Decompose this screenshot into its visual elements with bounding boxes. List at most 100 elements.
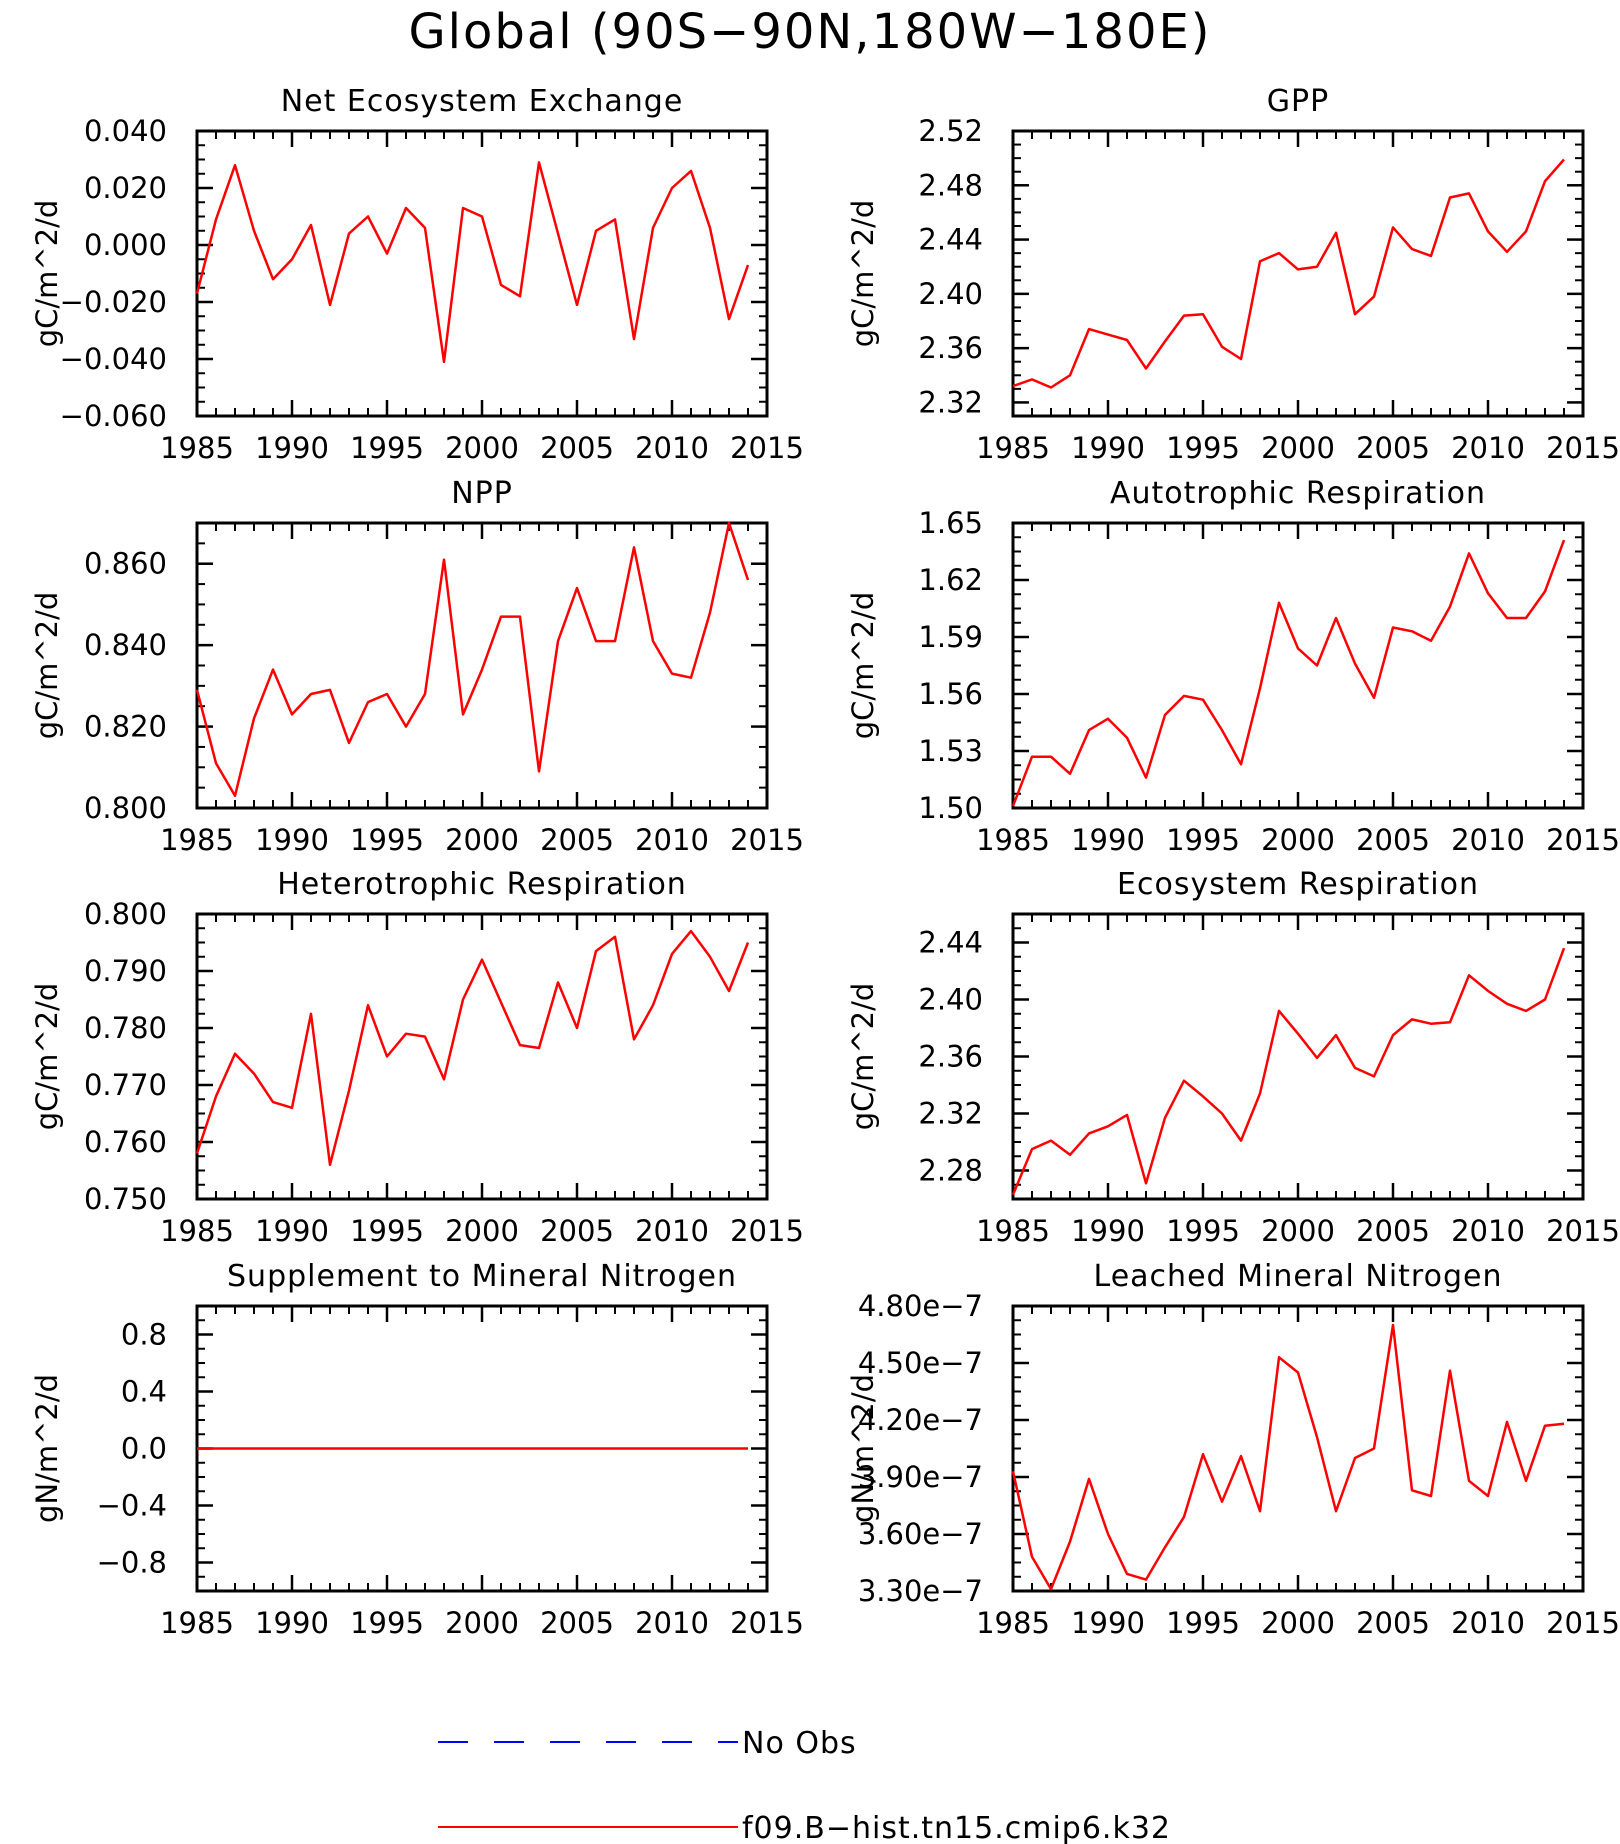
x-tick-label: 1990: [255, 431, 329, 465]
series-line-ecosystem-respiration: [1011, 947, 1566, 1196]
x-tick-label: 2005: [1356, 431, 1430, 465]
y-tick-label: 0.020: [84, 171, 167, 205]
y-tick-label: 0.840: [84, 628, 167, 662]
panel-npp: NPP gC/m^2/d 1985 1990 1995 2000 2005 2010 2015 0…: [30, 476, 804, 857]
legend: No Obs f09.B−hist.tn15.cmip6.k32: [438, 1726, 1170, 1844]
x-tick-label: 1995: [350, 823, 424, 857]
x-tick-label: 1985: [976, 1606, 1050, 1640]
x-tick-label: 2005: [540, 431, 614, 465]
x-tick-label: 1995: [350, 1606, 424, 1640]
panel-heterotrophic-respiration: Heterotrophic Respiration gC/m^2/d 1985 199…: [30, 867, 804, 1248]
y-tick-label: 1.59: [918, 620, 983, 654]
y-tick-label: 0.770: [84, 1068, 167, 1102]
plot-frame: [1011, 521, 1585, 810]
y-tick-label: 1.62: [918, 563, 983, 597]
y-tick-label: 2.36: [918, 331, 983, 365]
x-tick-label: 1985: [976, 1214, 1050, 1248]
figure-title: Global (90S−90N,180W−180E): [408, 4, 1211, 60]
y-tick-label: 0.790: [84, 954, 167, 988]
x-tick-label: 1995: [350, 431, 424, 465]
y-tick-label: 2.52: [918, 114, 983, 148]
y-tick-label: 1.65: [918, 506, 983, 540]
x-tick-label: 1985: [160, 431, 234, 465]
panel-supplement-to-mineral-nitrogen: Supplement to Mineral Nitrogen gN/m^2/d 19…: [30, 1259, 804, 1640]
y-tick-label: 2.32: [918, 1097, 983, 1131]
y-axis-label: gC/m^2/d: [30, 592, 64, 740]
y-tick-label: 3.60e−7: [858, 1517, 983, 1551]
x-tick-label: 2005: [540, 1606, 614, 1640]
x-tick-label: 2010: [1451, 431, 1525, 465]
y-tick-label: 2.44: [918, 223, 983, 257]
y-tick-label: 1.56: [918, 677, 983, 711]
x-tick-label: 2015: [730, 1214, 804, 1248]
plot-frame: [1011, 129, 1585, 418]
panel-title: Autotrophic Respiration: [1110, 476, 1486, 511]
y-axis-label: gC/m^2/d: [30, 200, 64, 348]
x-tick-label: 2000: [1261, 1214, 1335, 1248]
y-tick-label: 0.800: [84, 791, 167, 825]
x-tick-label: 2010: [1451, 1606, 1525, 1640]
panel-gpp: GPP gC/m^2/d 1985 1990 1995 2000 2005 2010 2015 2…: [846, 84, 1620, 465]
y-axis-label: gN/m^2/d: [30, 1374, 64, 1523]
series-line-npp: [195, 521, 750, 798]
x-tick-label: 1985: [976, 431, 1050, 465]
x-tick-label: 2000: [445, 823, 519, 857]
x-tick-label: 2000: [445, 1606, 519, 1640]
y-tick-label: −0.8: [97, 1546, 167, 1580]
panel-title: Net Ecosystem Exchange: [281, 84, 684, 119]
x-tick-label: 2005: [540, 823, 614, 857]
panel-title: Heterotrophic Respiration: [277, 867, 687, 902]
y-axis-label: gC/m^2/d: [846, 983, 880, 1131]
x-tick-label: 2015: [1546, 823, 1620, 857]
series-line-autotrophic-respiration: [1011, 539, 1566, 807]
x-tick-label: 2000: [1261, 823, 1335, 857]
y-tick-label: 2.44: [918, 926, 983, 960]
plot-frame: [195, 521, 769, 810]
x-tick-label: 1990: [255, 1214, 329, 1248]
x-tick-label: 2010: [635, 431, 709, 465]
x-tick-label: 1985: [160, 823, 234, 857]
y-tick-label: −0.4: [97, 1489, 167, 1523]
x-tick-label: 2010: [635, 823, 709, 857]
y-tick-label: −0.040: [60, 342, 167, 376]
y-tick-label: 2.36: [918, 1040, 983, 1074]
x-tick-label: 2005: [540, 1214, 614, 1248]
y-tick-label: 1.53: [918, 734, 983, 768]
y-tick-label: −0.020: [60, 285, 167, 319]
x-tick-label: 2015: [1546, 1214, 1620, 1248]
x-tick-label: 2010: [1451, 1214, 1525, 1248]
x-tick-label: 2015: [730, 823, 804, 857]
x-tick-label: 1995: [350, 1214, 424, 1248]
x-tick-label: 1990: [1071, 1606, 1145, 1640]
panel-autotrophic-respiration: Autotrophic Respiration gC/m^2/d 1985 1990 1…: [846, 476, 1620, 857]
y-tick-label: 2.40: [918, 277, 983, 311]
x-tick-label: 2015: [730, 431, 804, 465]
x-tick-label: 2010: [635, 1606, 709, 1640]
y-tick-label: 1.50: [918, 791, 983, 825]
x-tick-label: 1995: [1166, 1214, 1240, 1248]
plot-frame: [195, 129, 769, 418]
panel-title: NPP: [451, 476, 513, 511]
x-tick-label: 2000: [1261, 431, 1335, 465]
y-tick-label: 2.48: [918, 168, 983, 202]
y-tick-label: 0.750: [84, 1182, 167, 1216]
x-tick-label: 1990: [1071, 823, 1145, 857]
x-tick-label: 1990: [255, 1606, 329, 1640]
x-tick-label: 2015: [1546, 431, 1620, 465]
y-tick-label: 2.40: [918, 983, 983, 1017]
y-axis-label: gC/m^2/d: [846, 200, 880, 348]
x-tick-label: 2005: [1356, 1606, 1430, 1640]
x-tick-label: 1990: [1071, 431, 1145, 465]
y-tick-label: −0.060: [60, 399, 167, 433]
x-tick-label: 2015: [730, 1606, 804, 1640]
panel-leached-mineral-nitrogen: Leached Mineral Nitrogen gN/m^2/d 1985 1990…: [846, 1259, 1620, 1640]
x-tick-label: 1990: [1071, 1214, 1145, 1248]
y-tick-label: 4.50e−7: [858, 1346, 983, 1380]
x-tick-label: 2000: [445, 431, 519, 465]
panel-ecosystem-respiration: Ecosystem Respiration gC/m^2/d 1985 1990 199…: [846, 867, 1620, 1248]
x-tick-label: 1985: [976, 823, 1050, 857]
y-axis-label: gN/m^2/d: [846, 1374, 880, 1523]
panel-title: GPP: [1267, 84, 1329, 119]
x-tick-label: 1995: [1166, 431, 1240, 465]
